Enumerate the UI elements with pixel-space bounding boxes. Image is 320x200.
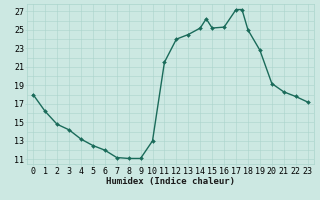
X-axis label: Humidex (Indice chaleur): Humidex (Indice chaleur) (106, 177, 235, 186)
